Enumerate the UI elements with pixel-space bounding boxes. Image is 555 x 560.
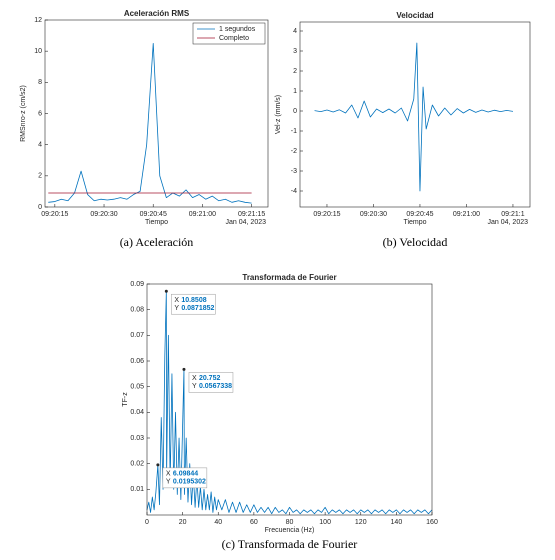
y-tick-label: 4 — [38, 142, 42, 149]
datatip-box — [188, 372, 234, 393]
y-tick-label: 8 — [38, 79, 42, 86]
x-tick-label: 09:21:15 — [238, 211, 265, 218]
y-tick-label: 0.09 — [130, 281, 144, 288]
caption: (b) Velocidad — [383, 235, 448, 249]
x-tick-label: 09:21:00 — [453, 211, 480, 218]
datatip-key: X — [166, 471, 171, 478]
y-axis-label: Vel-z (mm/s) — [275, 95, 282, 134]
chart-title: Transformada de Fourier — [242, 273, 336, 282]
plot-area — [300, 22, 530, 207]
x-tick-label: 09:20:30 — [90, 211, 117, 218]
data-line — [314, 42, 514, 192]
legend-label: Completo — [219, 35, 249, 42]
x-tick-label: 09:20:45 — [406, 211, 433, 218]
y-tick-label: 0.07 — [130, 332, 144, 339]
caption: (a) Aceleración — [120, 235, 194, 249]
x-tick-label: 100 — [319, 519, 331, 526]
y-tick-label: -1 — [291, 128, 297, 135]
x-secondary-label: Jan 04, 2023 — [488, 219, 529, 226]
y-tick-label: 0 — [38, 204, 42, 211]
x-tick-label: 09:21:1 — [501, 211, 524, 218]
datatip-key: Y — [174, 305, 179, 312]
caption: (c) Transformada de Fourier — [222, 537, 358, 551]
y-tick-label: 4 — [293, 28, 297, 35]
datatip-value: 0.0195302 — [173, 479, 206, 486]
x-tick-label: 140 — [391, 519, 403, 526]
x-tick-label: 80 — [286, 519, 294, 526]
datatip-value: 10.8508 — [181, 297, 206, 304]
y-tick-label: 0 — [293, 108, 297, 115]
x-axis-label: Tiempo — [403, 219, 426, 226]
datatip-key: X — [192, 375, 197, 382]
datatip-key: Y — [166, 479, 171, 486]
x-tick-label: 120 — [355, 519, 367, 526]
x-axis-label: Tiempo — [145, 219, 168, 226]
y-tick-label: 0.04 — [130, 409, 144, 416]
y-tick-label: -4 — [291, 188, 297, 195]
x-tick-label: 160 — [426, 519, 438, 526]
y-tick-label: 0.02 — [130, 461, 144, 468]
chart-title: Aceleración RMS — [124, 9, 190, 18]
x-tick-label: 09:20:30 — [360, 211, 387, 218]
x-secondary-label: Jan 04, 2023 — [226, 219, 267, 226]
x-axis-label: Frecuencia (Hz) — [265, 527, 315, 534]
datatip-marker — [164, 289, 168, 293]
y-axis-label: RMSnro-z (cm/s2) — [20, 85, 27, 142]
y-tick-label: 1 — [293, 88, 297, 95]
y-tick-label: 12 — [34, 17, 42, 24]
x-tick-label: 09:20:15 — [41, 211, 68, 218]
y-tick-label: 0.05 — [130, 384, 144, 391]
y-tick-label: 10 — [34, 48, 42, 55]
y-tick-label: 0.08 — [130, 307, 144, 314]
x-tick-label: 09:20:15 — [313, 211, 340, 218]
x-tick-label: 20 — [179, 519, 187, 526]
data-line — [146, 290, 433, 515]
y-tick-label: 3 — [293, 48, 297, 55]
y-tick-label: 2 — [38, 173, 42, 180]
y-tick-label: 0.03 — [130, 435, 144, 442]
y-axis-label: TF-z — [122, 392, 129, 407]
x-tick-label: 0 — [145, 519, 149, 526]
legend-label: 1 segundos — [219, 26, 256, 33]
x-tick-label: 09:21:00 — [189, 211, 216, 218]
x-tick-label: 40 — [214, 519, 222, 526]
datatip-box — [162, 467, 208, 489]
datatip-key: X — [174, 297, 179, 304]
legend-box — [192, 22, 266, 45]
y-tick-label: -2 — [291, 148, 297, 155]
y-tick-label: 6 — [38, 110, 42, 117]
datatip-value: 0.0871852 — [181, 305, 214, 312]
datatip-value: 0.0567338 — [199, 383, 232, 390]
x-tick-label: 09:20:45 — [140, 211, 167, 218]
y-tick-label: 2 — [293, 68, 297, 75]
datatip-key: Y — [192, 383, 197, 390]
datatip-marker — [156, 463, 160, 467]
datatip-box — [171, 293, 216, 315]
datatip-value: 6.09844 — [173, 471, 198, 478]
y-tick-label: -3 — [291, 168, 297, 175]
y-tick-label: 0.06 — [130, 358, 144, 365]
datatip-marker — [182, 367, 186, 371]
x-tick-label: 60 — [250, 519, 258, 526]
y-tick-label: 0.01 — [130, 486, 144, 493]
datatip-value: 20.752 — [199, 375, 221, 382]
chart-title: Velocidad — [396, 11, 433, 20]
axes-box — [146, 283, 433, 516]
axes-box — [299, 21, 531, 208]
data-line — [48, 42, 252, 204]
axes-box — [44, 19, 269, 208]
